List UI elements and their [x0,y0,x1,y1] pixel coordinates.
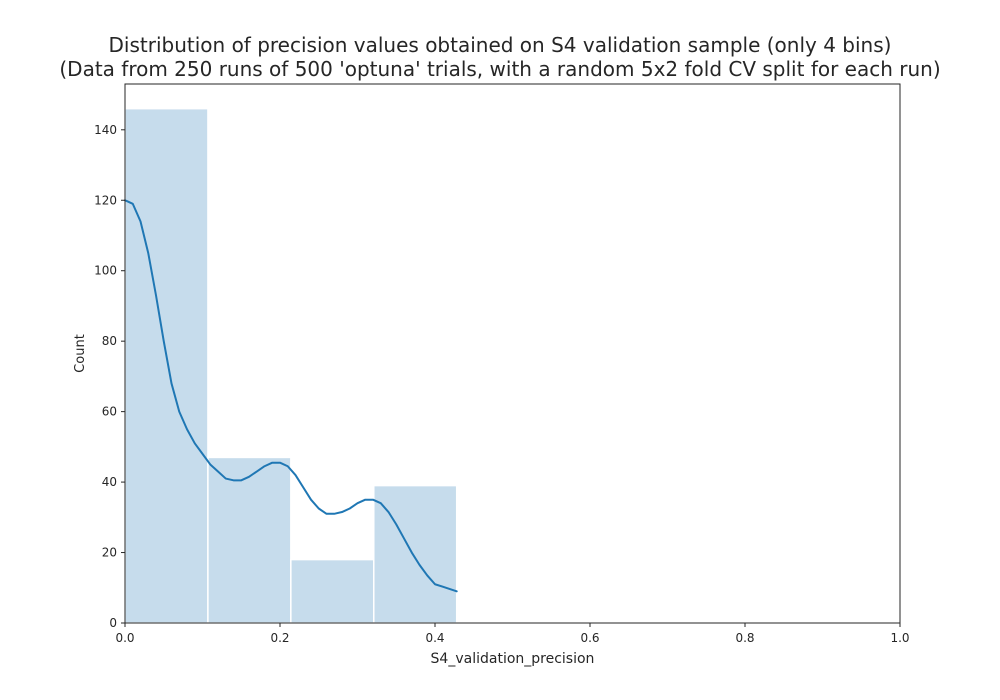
x-tick-label: 0.4 [425,631,444,645]
histogram-bar-2 [207,456,292,624]
chart-title-line-2: (Data from 250 runs of 500 'optuna' tria… [59,57,941,81]
y-tick-label: 0 [109,616,117,630]
y-tick-label: 100 [94,264,117,278]
x-tick-label: 1.0 [890,631,909,645]
x-axis-ticks: 0.0 0.2 0.4 0.6 0.8 1.0 [115,623,910,645]
y-tick-label: 120 [94,193,117,207]
kde-layer [124,199,458,593]
x-tick-label: 0.2 [270,631,289,645]
histogram-bar-4 [373,484,458,624]
x-tick-label: 0.0 [115,631,134,645]
y-tick-label: 80 [102,334,117,348]
bars-layer [124,107,458,624]
plot-frame [124,83,901,624]
chart-title-line-1: Distribution of precision values obtaine… [108,33,892,57]
y-axis-label: Count [73,334,88,373]
kde-curve [124,199,458,593]
x-tick-label: 0.8 [735,631,754,645]
y-tick-label: 60 [102,405,117,419]
x-tick-label: 0.6 [580,631,599,645]
x-axis-label: S4_validation_precision [431,651,595,667]
y-tick-label: 40 [102,475,117,489]
y-tick-label: 20 [102,546,117,560]
y-tick-label: 140 [94,123,117,137]
histogram-bar-3 [290,558,375,624]
y-axis-ticks: 0 20 40 60 80 100 120 140 [94,123,125,630]
histogram-bar-1 [124,107,209,624]
